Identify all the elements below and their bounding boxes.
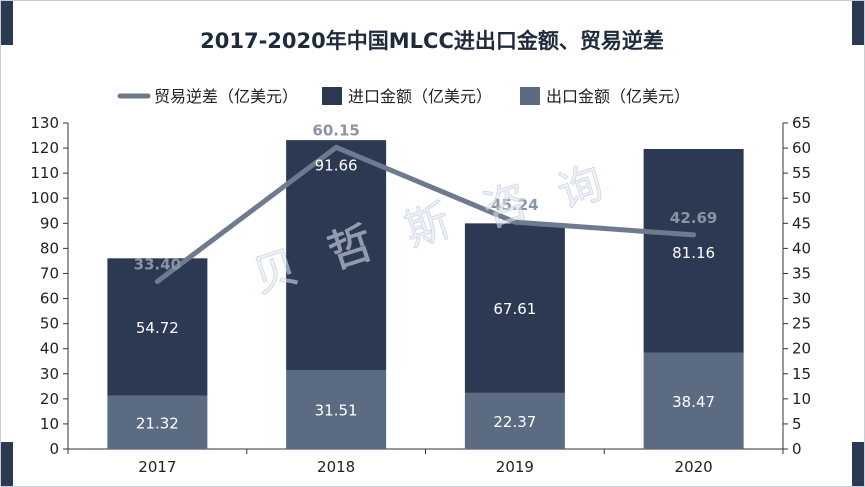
import-value-label: 67.61: [493, 300, 536, 318]
y-right-tick-label: 15: [792, 365, 811, 383]
watermark-char: 斯: [399, 195, 457, 257]
y-right-tick-label: 50: [792, 189, 811, 207]
import-value-label: 54.72: [136, 319, 179, 337]
export-value-label: 22.37: [493, 413, 536, 431]
y-left-tick-label: 100: [30, 189, 59, 207]
x-tick-label: 2020: [675, 458, 713, 476]
watermark-char: 询: [552, 157, 610, 219]
y-right-tick-label: 55: [792, 164, 811, 182]
data-labels: 21.32 54.72 33.40 31.51 91.66 60.15 22.37 67.61…: [134, 121, 718, 432]
y-left-tick-label: 20: [40, 390, 59, 408]
bar-export: [464, 392, 565, 449]
y-left-tick-label: 50: [40, 315, 59, 333]
corner-mark-tl: [1, 1, 13, 45]
x-tick-label: 2019: [496, 458, 534, 476]
y-right-tick-label: 65: [792, 114, 811, 132]
x-tick-label: 2017: [138, 458, 176, 476]
y-left-tick-label: 40: [40, 340, 59, 358]
corner-mark-tr: [852, 1, 864, 45]
y-left-tick-label: 0: [49, 440, 59, 458]
bar-export: [107, 395, 208, 449]
y-left-tick-label: 70: [40, 264, 59, 282]
bar-export: [286, 369, 387, 449]
y-right-tick-label: 20: [792, 340, 811, 358]
bar-import: [464, 223, 565, 393]
legend-label: 进口金额（亿美元）: [348, 87, 492, 106]
export-value-label: 21.32: [136, 414, 179, 432]
y-left-tick-label: 60: [40, 290, 59, 308]
y-left-tick-label: 80: [40, 239, 59, 257]
deficit-line: [154, 144, 697, 284]
bars: [107, 140, 744, 449]
legend-label: 贸易逆差（亿美元）: [154, 87, 298, 106]
export-value-label: 38.47: [672, 393, 715, 411]
x-tick-label: 2018: [317, 458, 355, 476]
legend: 贸易逆差（亿美元） 进口金额（亿美元） 出口金额（亿美元）: [117, 87, 690, 106]
y-right-tick-label: 60: [792, 139, 811, 157]
legend-swatch-import: [322, 87, 342, 105]
bar-import: [286, 140, 387, 370]
import-value-label: 91.66: [315, 156, 358, 174]
y-left-tick-label: 130: [30, 114, 59, 132]
axes: 0102030405060708090100110120130051015202…: [30, 114, 811, 476]
y-left-tick-label: 30: [40, 365, 59, 383]
y-right-tick-label: 25: [792, 315, 811, 333]
deficit-value-label: 33.40: [134, 255, 181, 273]
chart-title: 2017-2020年中国MLCC进出口金额、贸易逆差: [200, 29, 664, 53]
corner-mark-br: [852, 442, 864, 486]
y-left-tick-label: 120: [30, 139, 59, 157]
deficit-value-label: 45.24: [491, 196, 538, 214]
y-right-tick-label: 35: [792, 264, 811, 282]
y-right-tick-label: 30: [792, 290, 811, 308]
y-right-tick-label: 0: [792, 440, 802, 458]
bar-import: [643, 149, 744, 353]
deficit-line-layer: [154, 144, 697, 284]
y-left-tick-label: 110: [30, 164, 59, 182]
deficit-value-label: 60.15: [312, 121, 359, 139]
y-right-tick-label: 45: [792, 214, 811, 232]
y-right-tick-label: 10: [792, 390, 811, 408]
y-left-tick-label: 10: [40, 415, 59, 433]
legend-swatch-export: [520, 87, 540, 105]
import-value-label: 81.16: [672, 244, 715, 262]
y-left-tick-label: 90: [40, 214, 59, 232]
y-right-tick-label: 40: [792, 239, 811, 257]
bar-export: [643, 352, 744, 449]
y-right-tick-label: 5: [792, 415, 802, 433]
legend-label: 出口金额（亿美元）: [546, 87, 690, 106]
export-value-label: 31.51: [315, 401, 358, 419]
corner-mark-bl: [1, 442, 13, 486]
deficit-value-label: 42.69: [670, 209, 717, 227]
